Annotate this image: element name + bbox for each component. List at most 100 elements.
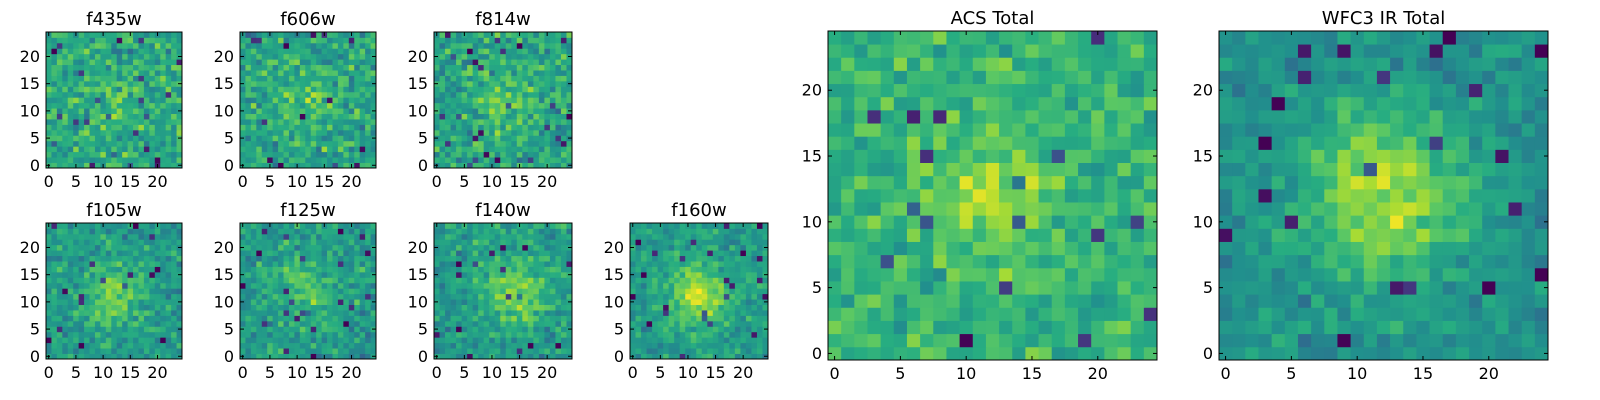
heatmap-cell bbox=[893, 241, 908, 256]
heatmap-cell bbox=[439, 326, 446, 333]
heatmap-cell bbox=[959, 162, 974, 177]
heatmap-cell bbox=[261, 113, 268, 120]
heatmap-cell bbox=[701, 315, 708, 322]
heatmap-cell bbox=[516, 266, 523, 273]
heatmap-cell bbox=[294, 53, 301, 60]
heatmap-cell bbox=[511, 293, 518, 300]
heatmap-cell bbox=[959, 320, 974, 335]
heatmap-cell bbox=[533, 299, 540, 305]
heatmap-cell bbox=[337, 250, 344, 257]
heatmap-cell bbox=[456, 266, 462, 273]
heatmap-cell bbox=[122, 91, 128, 98]
heatmap-cell bbox=[685, 331, 692, 338]
heatmap-cell bbox=[478, 223, 485, 229]
heatmap-cell bbox=[370, 342, 377, 349]
heatmap-cell bbox=[143, 48, 150, 55]
panel-title: f140w bbox=[475, 200, 530, 221]
heatmap-cell bbox=[734, 310, 741, 316]
heatmap-cell bbox=[505, 119, 512, 125]
heatmap-cell bbox=[893, 294, 908, 308]
heatmap-cell bbox=[511, 91, 518, 98]
heatmap-cell bbox=[305, 59, 312, 66]
heatmap-cell bbox=[305, 86, 312, 93]
heatmap-cell bbox=[310, 162, 317, 169]
heatmap-cell bbox=[652, 304, 658, 311]
heatmap-cell bbox=[122, 266, 128, 273]
heatmap-cell bbox=[461, 239, 468, 246]
heatmap-cell bbox=[657, 255, 664, 262]
heatmap-cell bbox=[538, 244, 545, 251]
heatmap-cell bbox=[111, 140, 118, 147]
heatmap-cell bbox=[283, 162, 290, 169]
heatmap-cell bbox=[729, 288, 736, 295]
heatmap-cell bbox=[111, 119, 118, 125]
heatmap-cell bbox=[560, 320, 567, 327]
heatmap-cell bbox=[78, 266, 85, 273]
heatmap-cell bbox=[1025, 346, 1039, 361]
heatmap-cell bbox=[707, 348, 714, 354]
heatmap-cell bbox=[143, 282, 150, 289]
heatmap-cell bbox=[985, 254, 1000, 269]
heatmap-cell bbox=[327, 75, 333, 82]
heatmap-cell bbox=[483, 310, 490, 316]
heatmap-cell bbox=[250, 119, 257, 125]
heatmap-cell bbox=[288, 244, 295, 251]
heatmap-cell bbox=[133, 299, 139, 305]
heatmap-cell bbox=[154, 119, 161, 125]
heatmap-cell bbox=[46, 102, 52, 109]
heatmap-cell bbox=[450, 228, 457, 235]
heatmap-cell bbox=[483, 315, 490, 322]
heatmap-cell bbox=[294, 342, 301, 349]
heatmap-cell bbox=[657, 228, 664, 235]
heatmap-cell bbox=[538, 342, 545, 349]
heatmap-cell bbox=[533, 75, 540, 82]
heatmap-cell bbox=[51, 70, 58, 76]
heatmap-cell bbox=[316, 140, 322, 147]
heatmap-cell bbox=[472, 277, 479, 284]
heatmap-cell bbox=[439, 91, 446, 98]
heatmap-cell bbox=[483, 304, 490, 311]
heatmap-cell bbox=[154, 53, 161, 60]
heatmap-cell bbox=[267, 59, 274, 66]
heatmap-cell bbox=[370, 282, 377, 289]
heatmap-cell bbox=[78, 271, 85, 278]
heatmap-cell bbox=[652, 223, 658, 229]
heatmap-cell bbox=[1051, 215, 1066, 229]
heatmap-cell bbox=[663, 266, 670, 273]
heatmap-cell bbox=[84, 233, 90, 240]
heatmap-cell bbox=[143, 42, 150, 49]
heatmap-cell bbox=[505, 53, 512, 60]
heatmap-cell bbox=[1130, 294, 1145, 308]
heatmap-cell bbox=[160, 151, 167, 158]
heatmap-cell bbox=[522, 64, 529, 71]
heatmap-cell bbox=[566, 64, 573, 71]
heatmap-cell bbox=[494, 348, 501, 354]
heatmap-cell bbox=[154, 331, 161, 338]
heatmap-cell bbox=[685, 282, 692, 289]
heatmap-cell bbox=[133, 244, 139, 251]
heatmap-cell bbox=[46, 64, 52, 71]
heatmap-cell bbox=[116, 353, 123, 360]
heatmap-cell bbox=[434, 91, 440, 98]
heatmap-cell bbox=[283, 80, 290, 87]
heatmap-cell bbox=[250, 102, 257, 109]
heatmap-cell bbox=[467, 299, 474, 305]
heatmap-cell bbox=[505, 42, 512, 49]
heatmap-cell bbox=[500, 266, 507, 273]
heatmap-cell bbox=[450, 342, 457, 349]
heatmap-cell bbox=[841, 333, 855, 348]
heatmap-cell bbox=[305, 331, 312, 338]
heatmap-cell bbox=[105, 255, 112, 262]
heatmap-cell bbox=[56, 108, 63, 114]
heatmap-cell bbox=[138, 348, 145, 354]
heatmap-cell bbox=[690, 337, 697, 344]
heatmap-cell bbox=[751, 348, 758, 354]
heatmap-cell bbox=[332, 288, 339, 295]
heatmap-cell bbox=[538, 37, 545, 44]
heatmap-cell bbox=[294, 75, 301, 82]
heatmap-cell bbox=[261, 86, 268, 93]
x-tick-label: 20 bbox=[147, 363, 167, 382]
heatmap-cell bbox=[138, 70, 145, 76]
heatmap-cell bbox=[745, 331, 752, 338]
heatmap-cell bbox=[316, 326, 322, 333]
